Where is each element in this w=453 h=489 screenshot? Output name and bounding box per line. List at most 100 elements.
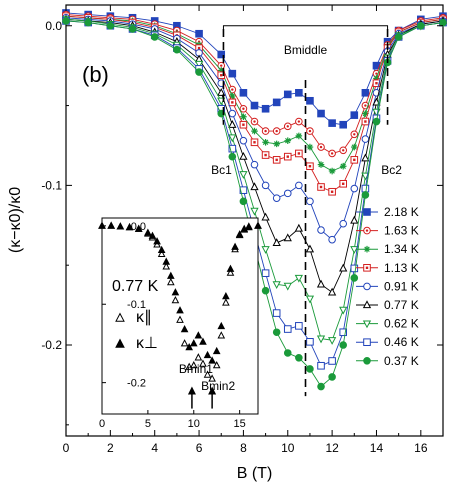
x-tick-label: 2	[107, 441, 114, 455]
data-point	[294, 223, 303, 232]
data-point	[306, 96, 314, 105]
data-point	[250, 207, 259, 216]
inset-data-point	[162, 257, 171, 265]
inset-data-point	[212, 361, 221, 369]
data-point	[361, 153, 370, 162]
data-point-dot	[364, 120, 367, 123]
x-axis-label: B (T)	[237, 465, 273, 482]
inset-data-point	[148, 231, 157, 239]
data-point	[339, 219, 348, 228]
inset-y-tick-label: -0.1	[127, 299, 146, 311]
data-point	[350, 274, 359, 282]
data-point	[272, 281, 281, 290]
inset-data-point	[171, 288, 180, 296]
legend-label: 0.37 K	[384, 354, 419, 368]
data-point	[250, 160, 259, 169]
inset-x-tick-label: 5	[145, 418, 151, 430]
data-point-dot	[231, 101, 234, 104]
data-point	[194, 60, 204, 69]
x-tick-label: 6	[196, 441, 203, 455]
legend-entry: 1.63 K	[356, 224, 419, 238]
data-point-dot	[375, 72, 378, 75]
data-point	[84, 18, 92, 27]
data-point	[361, 184, 370, 193]
data-point	[229, 92, 236, 100]
data-point-dot	[253, 120, 256, 123]
inset-data-point	[244, 222, 253, 230]
inset-legend-label: κ∥	[136, 309, 152, 326]
annotation-b-c2: Bc2	[381, 163, 402, 177]
main-plot-area: 0 2 4 6 8 10 12 14 160.0-0.1-0.2	[41, 4, 448, 455]
inset-data-point	[189, 339, 198, 347]
data-point	[195, 29, 203, 38]
legend-label: 0.62 K	[384, 317, 419, 331]
field-marker-lines	[222, 25, 389, 397]
legend-entry: 1.34 K	[356, 242, 419, 256]
inset-data-point	[217, 331, 226, 339]
data-point	[106, 21, 115, 30]
x-tick-label: 0	[63, 441, 70, 455]
data-point	[239, 136, 248, 145]
inset-x-tick-label: 15	[234, 418, 246, 430]
data-point	[306, 338, 314, 346]
legend-label: 1.34 K	[384, 242, 419, 256]
legend-label: 1.63 K	[384, 224, 419, 238]
data-point	[228, 109, 237, 118]
data-point	[361, 191, 370, 199]
data-point	[250, 182, 259, 191]
series-1	[62, 10, 447, 158]
data-point	[306, 197, 314, 206]
x-tick-label: 14	[370, 441, 384, 455]
main-plot-frame	[65, 4, 444, 437]
data-point	[394, 33, 403, 41]
inset-data-point	[217, 321, 226, 330]
data-point	[240, 113, 247, 121]
inset-plot: 0 5 10 15 0.0 -0.1 -0.2 0.77 K κ∥ κ⊥ Bmin1 Bmin…	[98, 217, 262, 430]
inset-temperature-label: 0.77 K	[112, 278, 159, 295]
inset-data-point	[203, 350, 212, 359]
data-point-dot	[253, 141, 256, 144]
data-point	[272, 309, 281, 317]
data-point	[272, 328, 281, 337]
data-point	[261, 246, 270, 254]
inset-data-point	[157, 245, 166, 254]
data-point	[283, 325, 292, 333]
inset-x-tick-label: 10	[188, 418, 200, 430]
data-point-dot	[308, 165, 312, 168]
data-point	[373, 75, 380, 82]
data-point	[295, 88, 303, 97]
inset-data-point	[194, 331, 203, 339]
data-point	[295, 353, 303, 362]
data-point	[217, 88, 226, 96]
inset-data-point	[203, 370, 212, 378]
data-point	[417, 21, 425, 30]
data-point	[305, 244, 315, 253]
data-point	[328, 167, 336, 175]
data-point	[150, 33, 159, 41]
data-point-dot	[286, 155, 289, 158]
data-point	[317, 109, 325, 118]
legend-label: 0.46 K	[384, 335, 419, 349]
data-point	[317, 226, 325, 234]
data-point	[339, 341, 348, 349]
data-point	[283, 90, 292, 99]
legend-marker-dot	[365, 229, 369, 232]
reference-line	[222, 25, 389, 29]
inset-data-point	[171, 295, 180, 304]
data-point	[228, 120, 237, 128]
data-point	[261, 104, 270, 113]
data-point	[339, 162, 347, 170]
data-point	[273, 140, 280, 148]
data-point-dot	[319, 185, 323, 189]
inset-data-point	[157, 249, 166, 257]
inset-data-point	[189, 361, 198, 369]
inset-data-point	[176, 315, 184, 323]
y-axis-label: (κ−κ0)/κ0	[7, 187, 24, 253]
inset-data-point	[222, 298, 230, 306]
data-point-dot	[297, 152, 301, 155]
data-point-dot	[220, 64, 223, 67]
legend-entry: 2.18 K	[356, 205, 419, 219]
data-point-dot	[297, 120, 301, 123]
x-tick-label: 16	[414, 441, 428, 455]
data-point	[228, 152, 237, 161]
